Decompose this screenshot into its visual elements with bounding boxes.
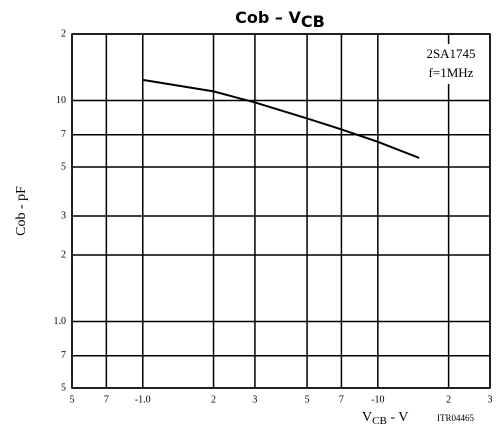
x-tick-label: -1.0 — [135, 394, 151, 405]
x-tick-label: 2 — [211, 394, 216, 405]
x-tick-label: 5 — [305, 394, 310, 405]
y-tick-label: 10 — [56, 95, 66, 106]
x-label-text: V — [362, 410, 372, 425]
x-tick-label: 2 — [446, 394, 451, 405]
chart-title: Cob – VCB — [235, 8, 325, 31]
y-axis-label: Cob - pF — [14, 186, 29, 236]
y-tick-label: 1.0 — [54, 316, 67, 327]
annotation: 2SA1745 — [426, 46, 475, 61]
figure-code: ITR04465 — [437, 413, 474, 423]
annotation: f=1MHz — [429, 65, 474, 80]
y-tick-label: 5 — [61, 161, 66, 172]
title-subscript: CB — [301, 12, 325, 31]
x-axis-label: VCB - V — [362, 410, 408, 426]
x-tick-label: 7 — [339, 394, 344, 405]
y-tick-label: 7 — [61, 350, 66, 361]
annotation-background — [414, 44, 488, 84]
x-tick-label: 5 — [70, 394, 75, 405]
title-text: Cob – V — [235, 8, 301, 27]
x-tick-label: -10 — [371, 394, 384, 405]
y-tick-label: 7 — [61, 129, 66, 140]
plot-frame — [71, 33, 491, 389]
y-tick-label: 2 — [61, 249, 66, 260]
x-label-subscript: CB — [372, 415, 387, 427]
x-label-suffix: - V — [387, 410, 409, 425]
x-tick-label: 3 — [252, 394, 257, 405]
x-tick-label: 3 — [488, 394, 493, 405]
x-tick-label: 7 — [104, 394, 109, 405]
y-tick-label: 2 — [61, 28, 66, 39]
data-line — [142, 78, 420, 159]
y-tick-label: 5 — [61, 382, 66, 393]
y-tick-label: 3 — [61, 210, 66, 221]
